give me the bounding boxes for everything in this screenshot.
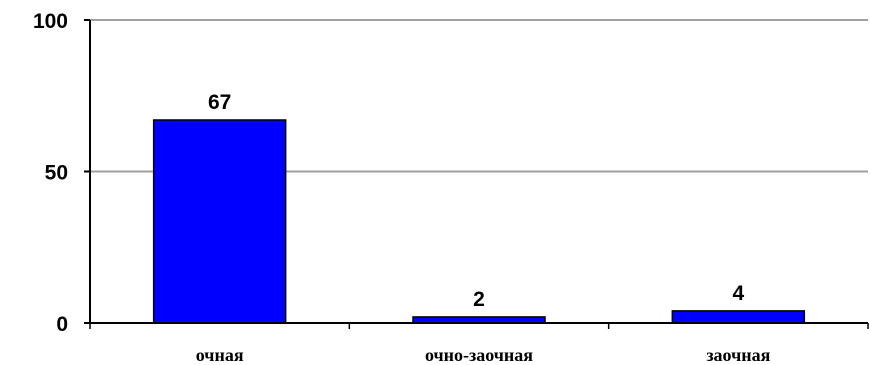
x-tick-label: очная [196, 345, 244, 365]
axes [84, 19, 869, 329]
data-label: 2 [473, 288, 485, 311]
x-tick-label: заочная [706, 345, 770, 365]
data-label: 4 [732, 282, 744, 305]
y-tick-labels: 0 50 100 [33, 10, 68, 336]
x-tick-labels: очная очно-заочная заочная [196, 345, 771, 365]
y-tick-label: 50 [45, 162, 68, 185]
y-tick-label: 100 [33, 10, 68, 33]
bars [152, 119, 806, 324]
data-labels: 67 2 4 [208, 91, 745, 311]
data-label: 67 [208, 91, 231, 114]
y-tick-label: 0 [56, 313, 68, 336]
bar-2 [671, 310, 806, 324]
bar-0 [152, 119, 287, 324]
x-tick-label: очно-заочная [425, 345, 533, 365]
